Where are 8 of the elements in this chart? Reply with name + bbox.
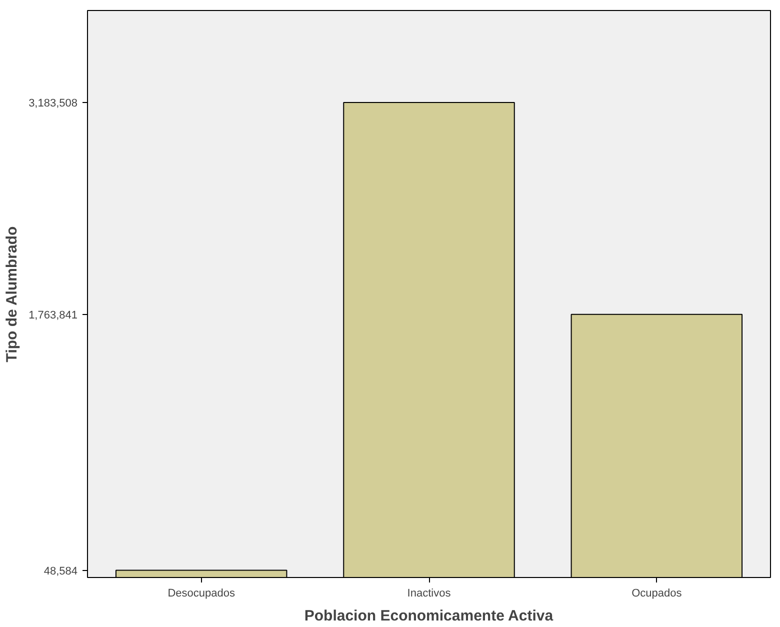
y-axis-title: Tipo de Alumbrado xyxy=(4,226,21,362)
x-tick-label: Desocupados xyxy=(168,588,236,600)
x-tick-label: Ocupados xyxy=(632,588,682,600)
y-tick-label: 3,183,508 xyxy=(28,97,78,110)
y-tick-label: 1,763,841 xyxy=(28,309,78,322)
x-tick-label: Inactivos xyxy=(407,588,452,600)
y-tick-label: 48,584 xyxy=(44,565,78,578)
x-axis-title: Poblacion Economicamente Activa xyxy=(304,608,554,624)
